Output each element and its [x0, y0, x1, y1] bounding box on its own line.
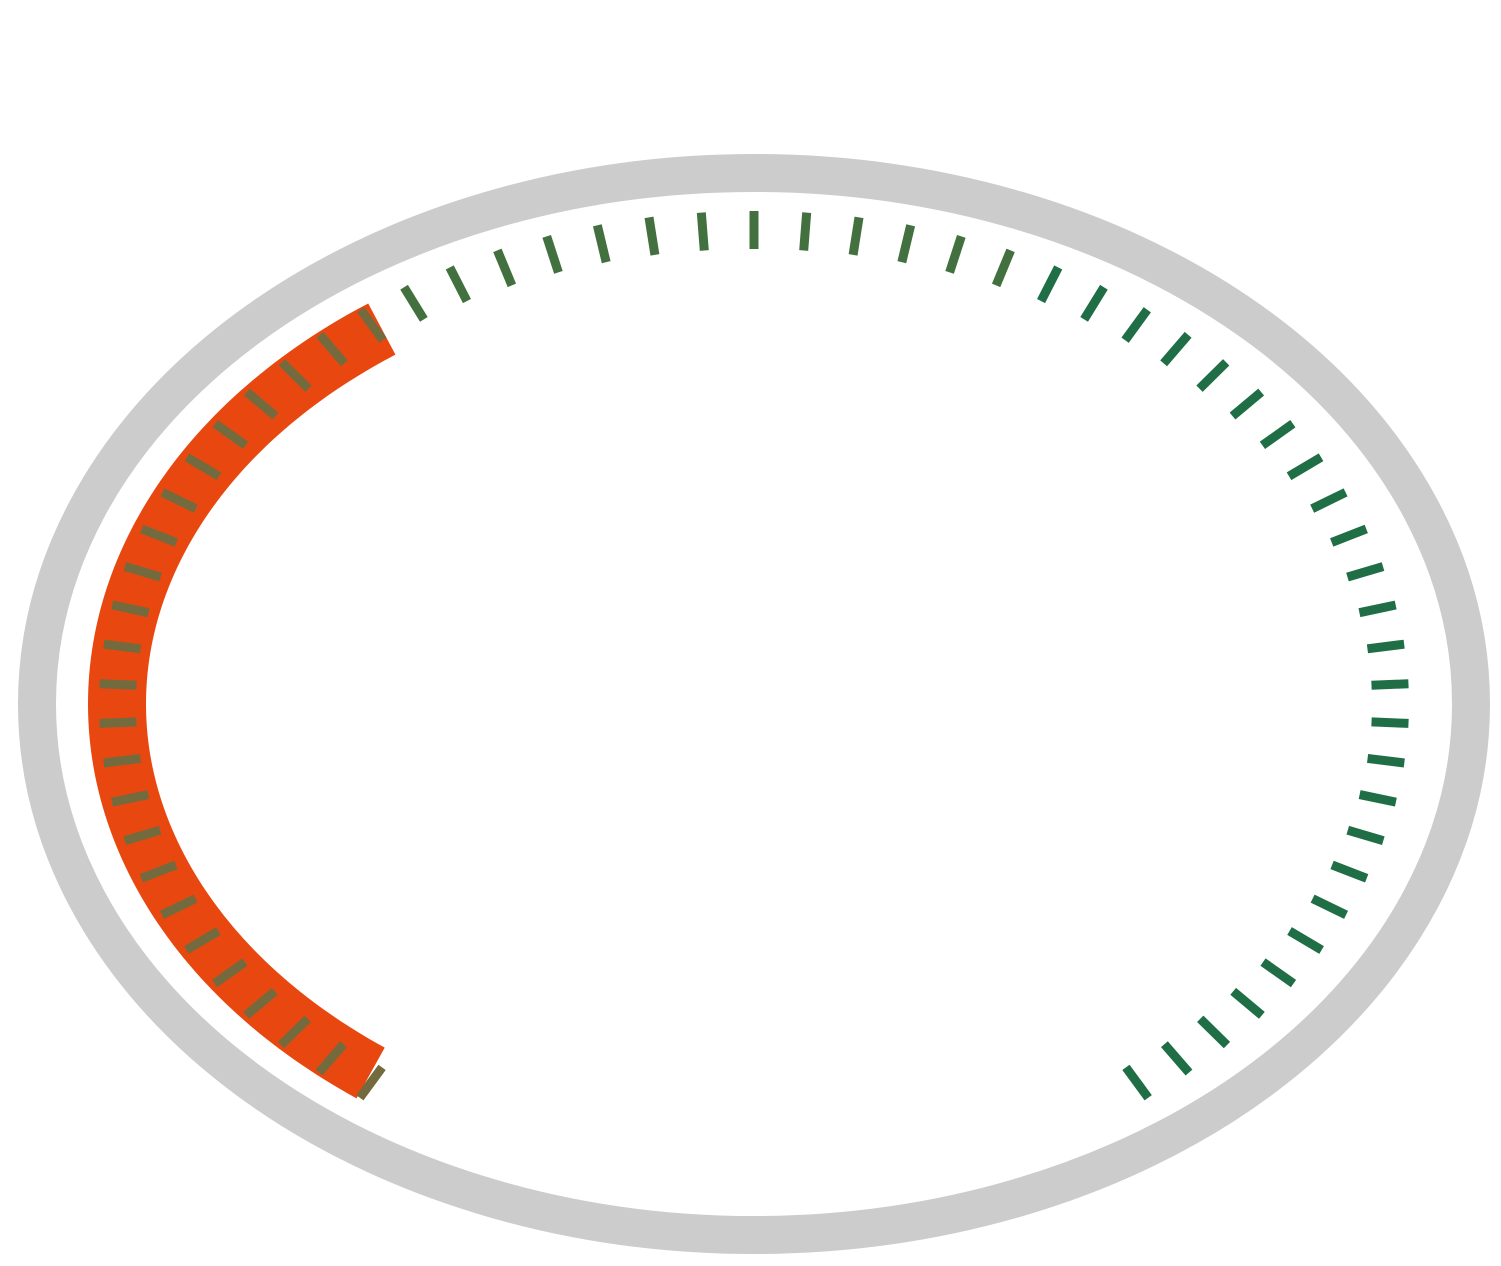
gauge-tick: [1310, 488, 1348, 513]
gauge-tick: [316, 331, 348, 367]
gauge-tick: [1287, 927, 1324, 954]
gauge-tick: [1366, 639, 1405, 654]
gauge-progress-layer: [88, 303, 396, 1099]
gauge-tick: [542, 234, 563, 274]
gauge-tick: [1371, 717, 1409, 728]
gauge-tick: [356, 1064, 386, 1101]
gauge-tick: [211, 958, 248, 988]
gauge-tick: [184, 927, 221, 954]
gauge-outer-ring-layer: [18, 154, 1490, 1254]
gauge-tick: [1121, 307, 1151, 343]
gauge-tick: [991, 248, 1015, 288]
gauge-tick: [159, 894, 198, 919]
gauge-tick: [123, 562, 162, 582]
gauge-tick: [243, 987, 278, 1019]
gauge-tick: [357, 307, 387, 343]
gauge-tick: [400, 284, 428, 322]
gauge-tick: [99, 717, 137, 728]
gauge-tick: [278, 359, 312, 392]
gauge-tick: [696, 212, 709, 251]
gauge-tick: [1160, 331, 1192, 367]
gauge-tick: [1346, 825, 1385, 846]
gauge-progress-arc: [88, 303, 396, 1099]
gauge-tick: [1122, 1064, 1152, 1101]
gauge-tick: [111, 790, 150, 807]
gauge-tick: [1037, 265, 1063, 304]
gauge-tick: [1286, 453, 1324, 481]
gauge-tick: [1196, 359, 1230, 392]
gauge-tick: [212, 420, 249, 450]
gauge-tick: [1197, 1015, 1231, 1049]
gauge-tick: [1229, 388, 1265, 420]
gauge-tick: [140, 524, 178, 547]
gauge-tick: [644, 216, 660, 256]
gauge-tick: [1358, 790, 1397, 807]
gauge-tick: [103, 753, 141, 768]
gauge-tick: [799, 212, 812, 251]
gauge-tick: [1259, 420, 1296, 450]
gauge-tick: [1346, 562, 1385, 582]
gauge-tick: [1260, 958, 1297, 988]
gauge-tick: [1371, 679, 1409, 690]
gauge-tick: [99, 679, 137, 690]
gauge-tick-layer: [99, 211, 1409, 1101]
gauge-tick: [1358, 600, 1397, 618]
gauge-tick: [277, 1015, 311, 1049]
gauge-tick: [445, 265, 471, 304]
gauge-tick: [493, 248, 517, 288]
gauge-tick: [1330, 524, 1368, 547]
gauge-tick: [848, 216, 864, 256]
gauge-tick: [123, 825, 162, 846]
gauge-tick: [103, 639, 142, 654]
gauge-tick: [1367, 753, 1405, 768]
gauge-tick: [1080, 284, 1108, 322]
gauge-tick: [945, 234, 966, 274]
gauge-tick: [897, 224, 916, 264]
gauge-tick: [111, 600, 150, 618]
gauge-tick: [1330, 860, 1369, 883]
gauge-tick: [1161, 1041, 1193, 1076]
gauge-tick: [1230, 987, 1265, 1019]
gauge-outer-ring: [18, 154, 1490, 1254]
gauge-tick: [243, 388, 279, 420]
gauge-tick: [1310, 894, 1349, 919]
gauge-tick: [139, 860, 178, 883]
gauge-tick: [592, 224, 611, 264]
gauge-tick: [160, 488, 198, 513]
gauge-tick: [315, 1041, 347, 1076]
gauge-tick: [184, 453, 222, 481]
